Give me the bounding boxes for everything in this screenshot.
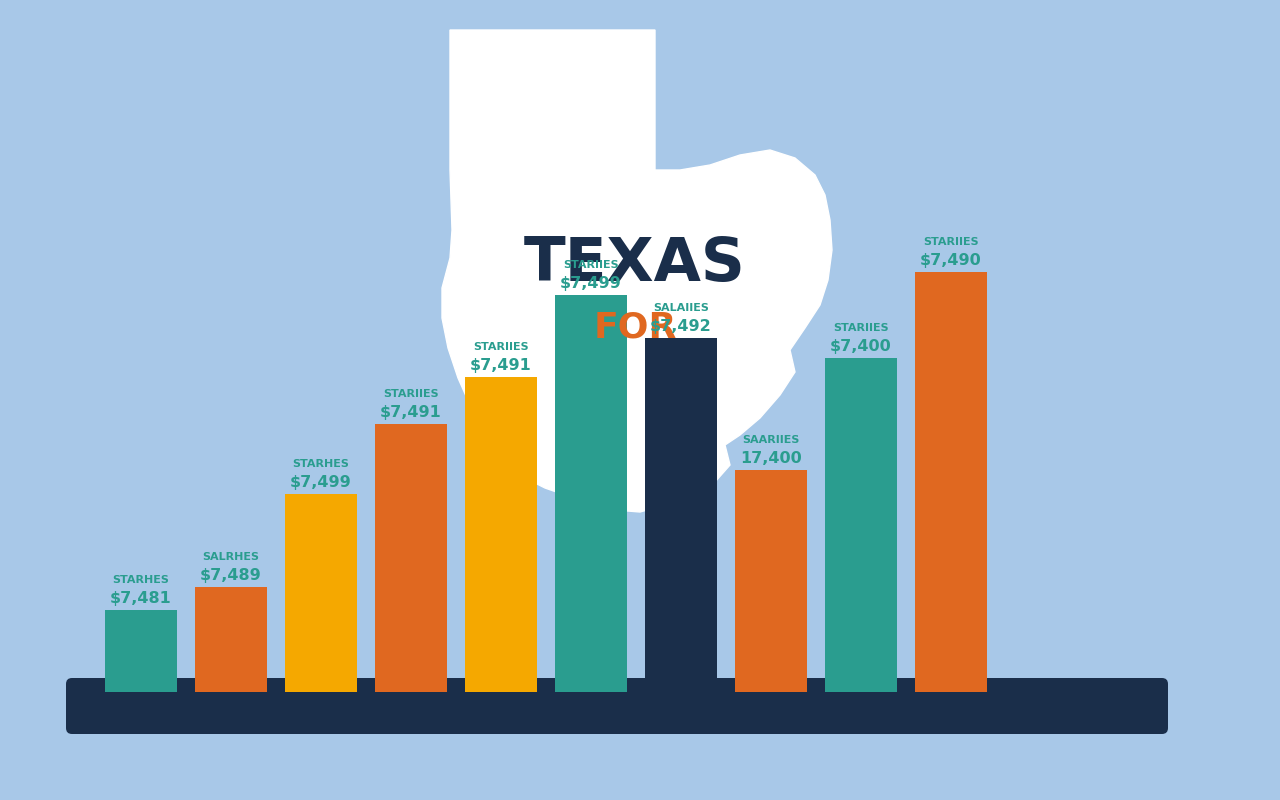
Bar xyxy=(285,494,357,692)
Bar xyxy=(375,424,447,692)
Bar xyxy=(826,358,897,692)
Bar xyxy=(645,338,717,692)
Polygon shape xyxy=(442,30,832,512)
Text: STARIIES: STARIIES xyxy=(833,322,888,333)
Bar xyxy=(465,377,538,692)
Text: $7,499: $7,499 xyxy=(291,474,352,490)
Text: FOR: FOR xyxy=(594,311,677,345)
Text: SALRHES: SALRHES xyxy=(202,552,260,562)
Text: $7,489: $7,489 xyxy=(200,568,262,583)
Bar xyxy=(556,295,627,692)
Text: $7,400: $7,400 xyxy=(831,338,892,354)
Text: $7,481: $7,481 xyxy=(110,591,172,606)
Text: STARIIES: STARIIES xyxy=(923,237,979,247)
Text: $7,492: $7,492 xyxy=(650,319,712,334)
FancyBboxPatch shape xyxy=(67,678,1169,734)
Text: 17,400: 17,400 xyxy=(740,451,801,466)
Bar xyxy=(735,470,806,692)
Text: $7,491: $7,491 xyxy=(470,358,532,373)
Bar xyxy=(195,587,268,692)
Text: SAARIIES: SAARIIES xyxy=(742,435,800,446)
Text: $7,499: $7,499 xyxy=(561,276,622,291)
Text: STARHES: STARHES xyxy=(113,575,169,586)
Text: SALAIIES: SALAIIES xyxy=(653,303,709,313)
Text: STARIIES: STARIIES xyxy=(563,260,618,270)
Bar xyxy=(915,272,987,692)
Text: $7,491: $7,491 xyxy=(380,405,442,420)
Text: $7,490: $7,490 xyxy=(920,253,982,268)
Text: TEXAS: TEXAS xyxy=(524,235,746,294)
Text: STARIIES: STARIIES xyxy=(474,342,529,352)
Text: STARHES: STARHES xyxy=(293,458,349,469)
Bar xyxy=(105,610,177,692)
Text: STARIIES: STARIIES xyxy=(383,389,439,398)
